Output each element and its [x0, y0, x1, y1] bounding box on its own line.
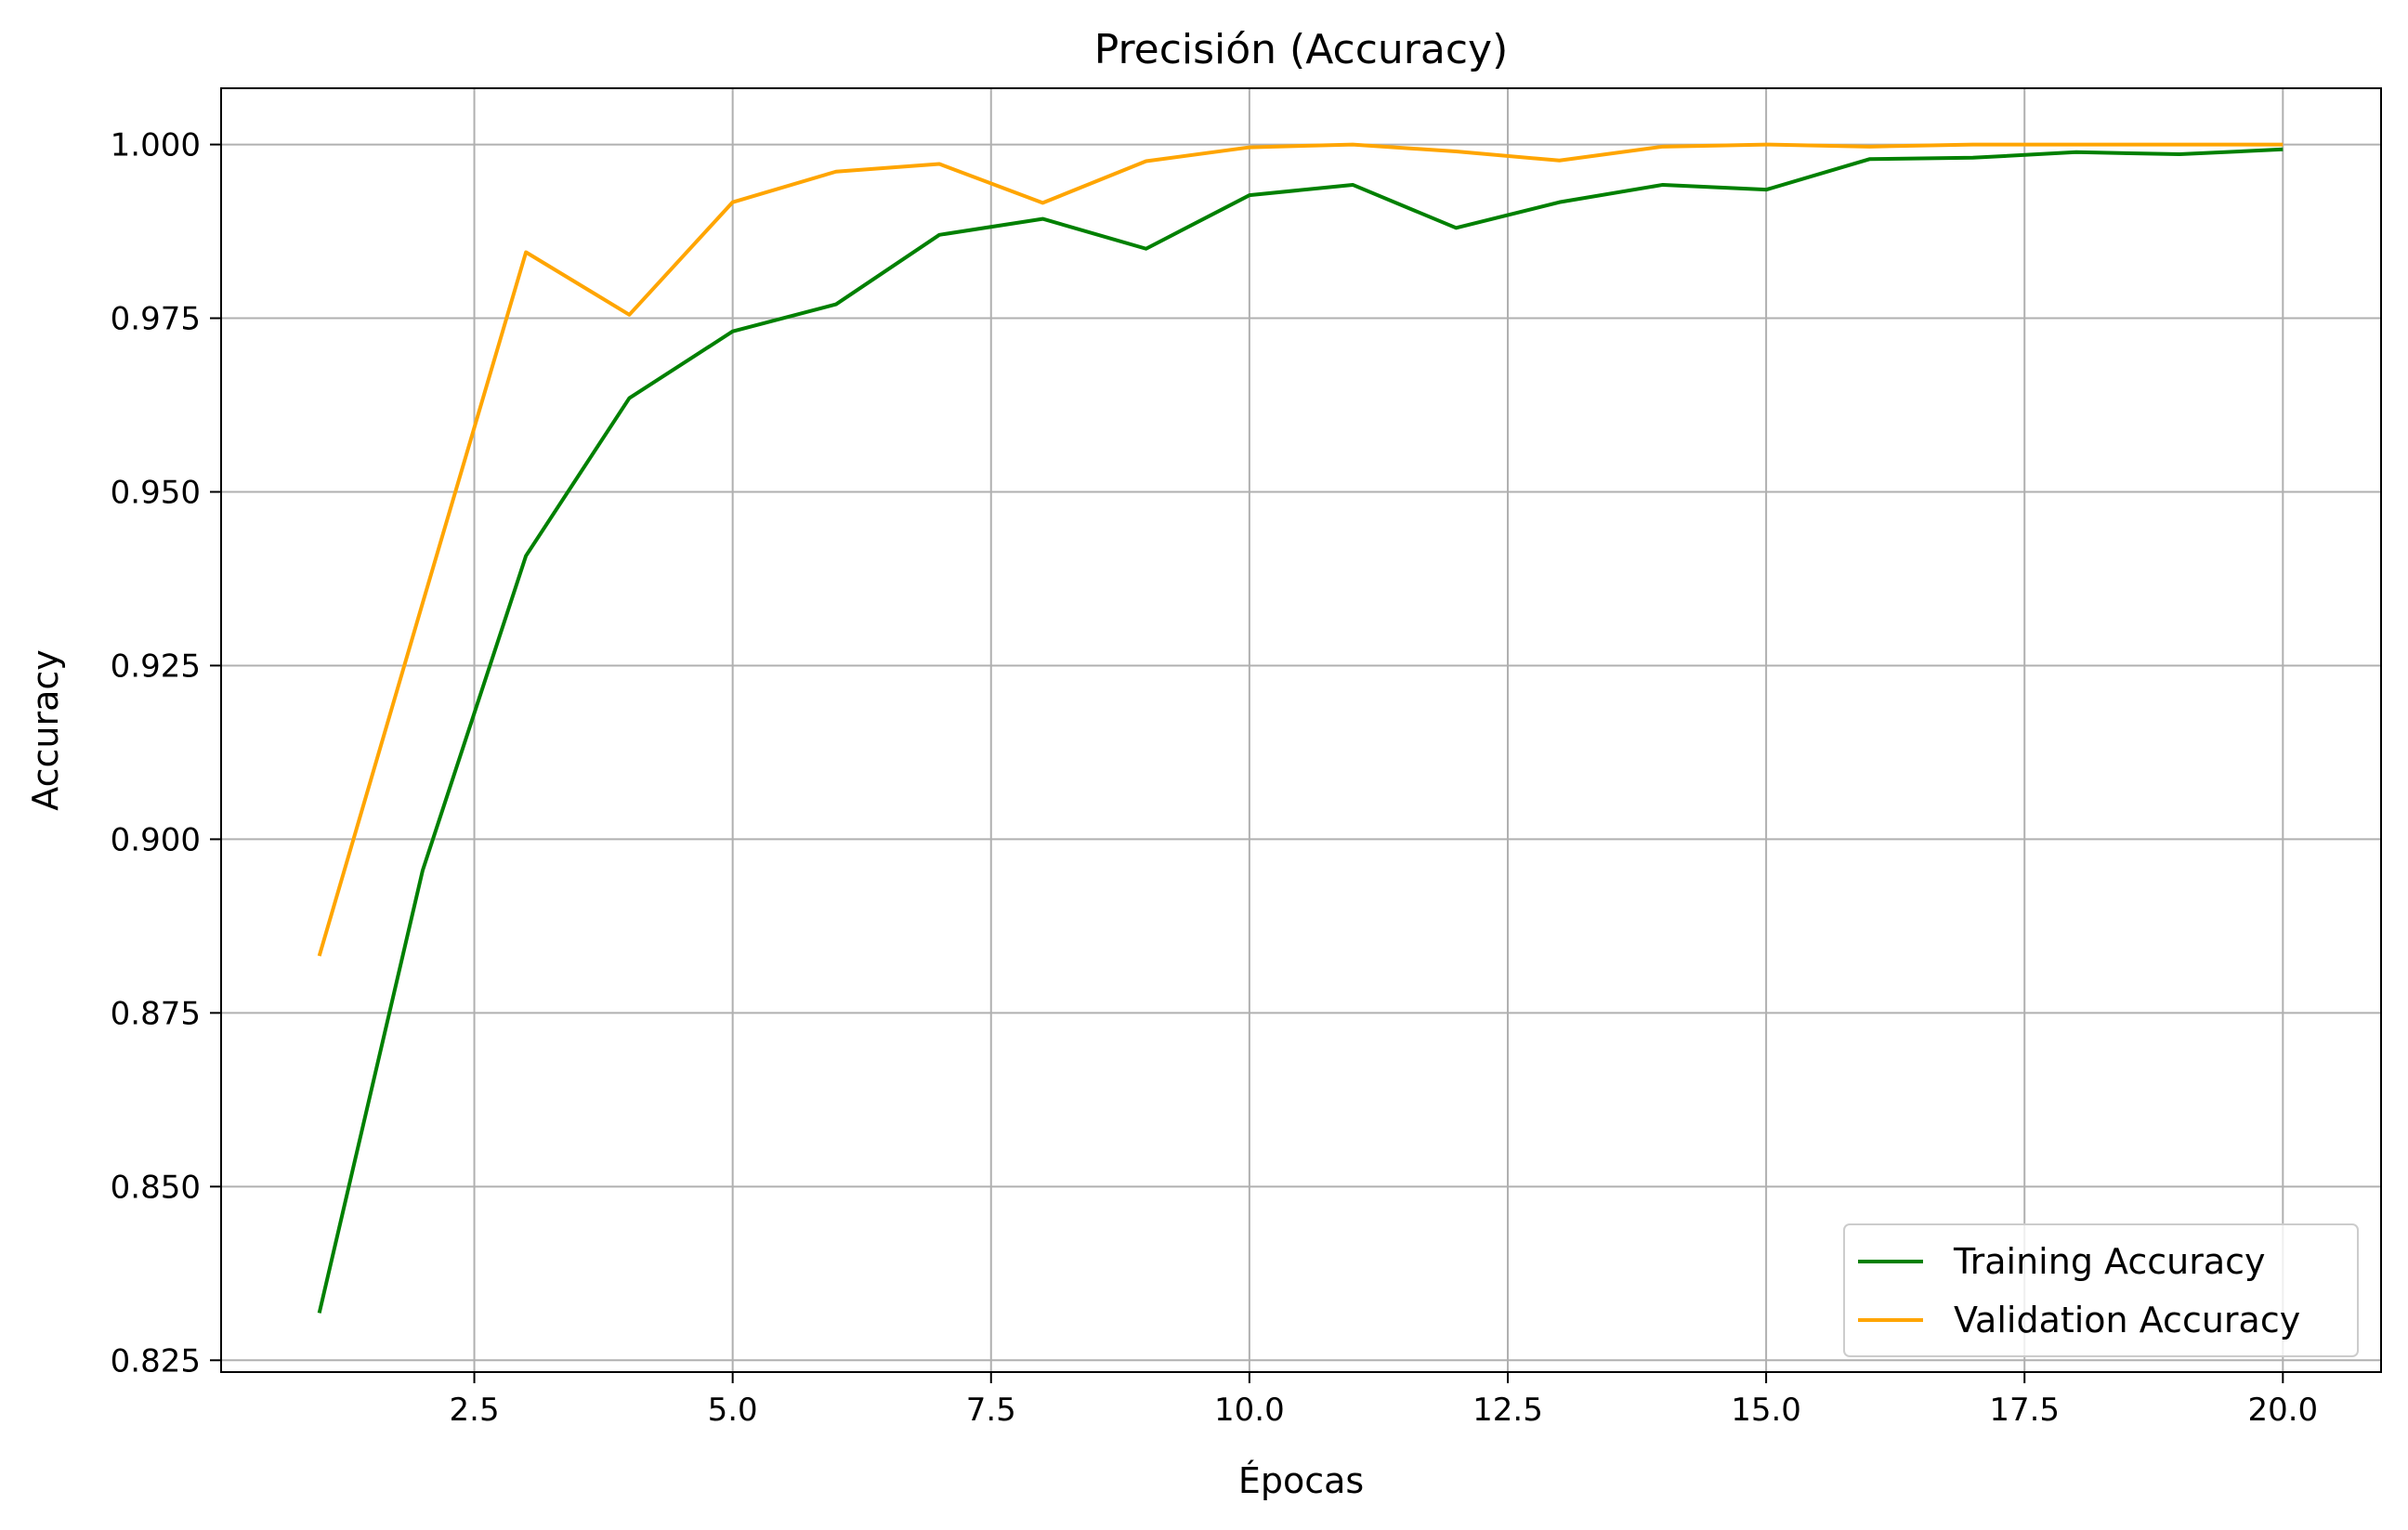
y-tick-label: 0.950 — [111, 474, 201, 511]
y-axis-label: Accuracy — [25, 649, 66, 811]
x-tick-label: 20.0 — [2247, 1392, 2318, 1429]
legend-box — [1843, 1223, 2359, 1357]
y-tick-label: 0.875 — [111, 995, 201, 1032]
series-lines — [317, 142, 2284, 1314]
x-tick-label: 12.5 — [1472, 1392, 1543, 1429]
y-tick-label: 1.000 — [111, 127, 201, 164]
x-tick-label: 7.5 — [966, 1392, 1016, 1429]
x-tick-label: 2.5 — [450, 1392, 500, 1429]
training-accuracy-line — [317, 147, 2284, 1314]
x-tick-label: 17.5 — [1989, 1392, 2060, 1429]
x-tick-label: 5.0 — [708, 1392, 758, 1429]
y-tick-label: 0.925 — [111, 647, 201, 685]
y-tick-label: 0.850 — [111, 1169, 201, 1206]
y-tick-label: 0.900 — [111, 821, 201, 858]
y-tick-label: 0.975 — [111, 301, 201, 338]
y-tick-label: 0.825 — [111, 1342, 201, 1380]
legend-label-training: Training Accuracy — [1953, 1241, 2266, 1282]
x-axis-label: Épocas — [1238, 1460, 1364, 1501]
legend: Training Accuracy Validation Accuracy — [1843, 1223, 2359, 1357]
axis-ticks: 2.5 5.0 7.5 10.0 12.5 15.0 17.5 20.0 0.825 0.850 0… — [111, 127, 2319, 1429]
validation-accuracy-line — [317, 142, 2284, 957]
chart-title: Precisión (Accuracy) — [1094, 26, 1509, 73]
x-tick-label: 15.0 — [1731, 1392, 1801, 1429]
plot-frame — [220, 87, 2382, 1373]
x-tick-label: 10.0 — [1214, 1392, 1285, 1429]
grid — [221, 88, 2381, 1372]
legend-label-validation: Validation Accuracy — [1954, 1300, 2300, 1340]
